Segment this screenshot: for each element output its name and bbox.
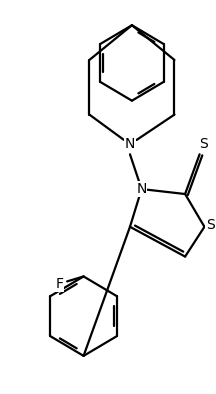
Text: N: N bbox=[125, 138, 135, 151]
Text: N: N bbox=[136, 182, 147, 196]
Text: S: S bbox=[206, 218, 215, 232]
Text: F: F bbox=[55, 277, 64, 292]
Text: S: S bbox=[199, 138, 208, 151]
